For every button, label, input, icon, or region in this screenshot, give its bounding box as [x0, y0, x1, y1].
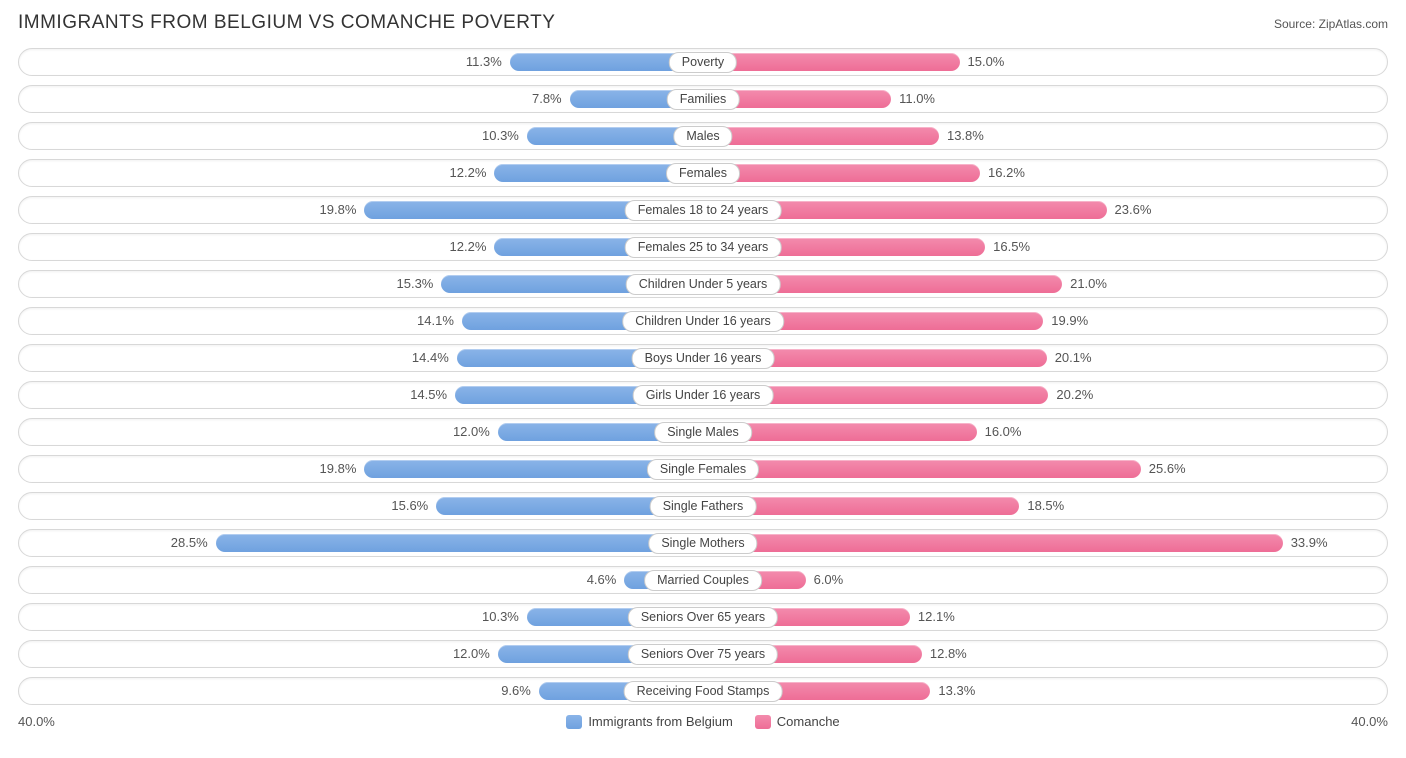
value-right: 18.5%	[1027, 493, 1064, 519]
legend-item-left: Immigrants from Belgium	[566, 714, 732, 729]
chart-header: IMMIGRANTS FROM BELGIUM VS COMANCHE POVE…	[18, 12, 1388, 34]
category-label: Families	[667, 89, 740, 110]
value-left: 15.3%	[397, 271, 434, 297]
value-right: 20.1%	[1055, 345, 1092, 371]
value-left: 10.3%	[482, 123, 519, 149]
chart-row: 12.0% 16.0% Single Males	[18, 418, 1388, 446]
chart-row: 9.6% 13.3% Receiving Food Stamps	[18, 677, 1388, 705]
chart-row: 19.8% 25.6% Single Females	[18, 455, 1388, 483]
bar-left	[216, 534, 703, 552]
category-label: Boys Under 16 years	[632, 348, 775, 369]
chart-row: 12.0% 12.8% Seniors Over 75 years	[18, 640, 1388, 668]
value-left: 14.5%	[410, 382, 447, 408]
diverging-bar-chart: 11.3%15.0%Poverty7.8%11.0%Families10.3%1…	[18, 48, 1388, 705]
chart-row: 14.4% 20.1% Boys Under 16 years	[18, 344, 1388, 372]
category-label: Single Males	[654, 422, 752, 443]
category-label: Females 25 to 34 years	[625, 237, 782, 258]
chart-title: IMMIGRANTS FROM BELGIUM VS COMANCHE POVE…	[18, 12, 555, 34]
value-right: 11.0%	[899, 86, 935, 112]
chart-footer: 40.0% Immigrants from Belgium Comanche 4…	[18, 714, 1388, 729]
bar-right	[703, 164, 980, 182]
chart-row: 10.3% 13.8% Males	[18, 122, 1388, 150]
category-label: Single Mothers	[648, 533, 757, 554]
value-left: 4.6%	[587, 567, 617, 593]
chart-row: 11.3% 15.0% Poverty	[18, 48, 1388, 76]
axis-max-right: 40.0%	[1351, 714, 1388, 729]
value-right: 13.3%	[938, 678, 975, 704]
value-right: 23.6%	[1115, 197, 1152, 223]
value-right: 6.0%	[814, 567, 844, 593]
chart-row: 12.2% 16.2% Females	[18, 159, 1388, 187]
value-left: 9.6%	[501, 678, 531, 704]
legend-swatch-icon	[566, 715, 582, 729]
category-label: Children Under 5 years	[626, 274, 781, 295]
chart-row: 4.6% 6.0% Married Couples	[18, 566, 1388, 594]
legend-swatch-icon	[755, 715, 771, 729]
category-label: Girls Under 16 years	[633, 385, 774, 406]
chart-row: 7.8% 11.0% Families	[18, 85, 1388, 113]
value-left: 15.6%	[391, 493, 428, 519]
chart-row: 14.1% 19.9% Children Under 16 years	[18, 307, 1388, 335]
value-left: 11.3%	[466, 49, 502, 75]
value-right: 12.8%	[930, 641, 967, 667]
value-left: 14.4%	[412, 345, 449, 371]
value-right: 33.9%	[1291, 530, 1328, 556]
category-label: Children Under 16 years	[622, 311, 784, 332]
value-right: 16.0%	[985, 419, 1022, 445]
legend-label-right: Comanche	[777, 714, 840, 729]
value-right: 20.2%	[1056, 382, 1093, 408]
category-label: Seniors Over 75 years	[628, 644, 778, 665]
value-left: 10.3%	[482, 604, 519, 630]
chart-row: 10.3% 12.1% Seniors Over 65 years	[18, 603, 1388, 631]
category-label: Females	[666, 163, 740, 184]
value-right: 16.5%	[993, 234, 1030, 260]
source-name: ZipAtlas.com	[1319, 17, 1388, 31]
chart-row: 14.5% 20.2% Girls Under 16 years	[18, 381, 1388, 409]
chart-row: 19.8% 23.6% Females 18 to 24 years	[18, 196, 1388, 224]
value-right: 15.0%	[968, 49, 1005, 75]
value-left: 12.2%	[450, 234, 487, 260]
value-right: 12.1%	[918, 604, 955, 630]
bar-right	[703, 534, 1283, 552]
value-left: 28.5%	[171, 530, 208, 556]
category-label: Single Fathers	[650, 496, 757, 517]
value-right: 19.9%	[1051, 308, 1088, 334]
category-label: Receiving Food Stamps	[624, 681, 783, 702]
chart-row: 28.5% 33.9% Single Mothers	[18, 529, 1388, 557]
category-label: Married Couples	[644, 570, 762, 591]
bar-right	[703, 127, 939, 145]
axis-max-left: 40.0%	[18, 714, 55, 729]
source-label: Source:	[1274, 17, 1315, 31]
chart-row: 12.2% 16.5% Females 25 to 34 years	[18, 233, 1388, 261]
bar-right	[703, 460, 1141, 478]
value-left: 19.8%	[320, 456, 357, 482]
value-right: 16.2%	[988, 160, 1025, 186]
legend-item-right: Comanche	[755, 714, 840, 729]
value-left: 19.8%	[320, 197, 357, 223]
legend-label-left: Immigrants from Belgium	[588, 714, 732, 729]
value-left: 14.1%	[417, 308, 454, 334]
chart-source: Source: ZipAtlas.com	[1274, 17, 1388, 31]
value-right: 21.0%	[1070, 271, 1107, 297]
chart-legend: Immigrants from Belgium Comanche	[566, 714, 839, 729]
chart-row: 15.6% 18.5% Single Fathers	[18, 492, 1388, 520]
value-right: 13.8%	[947, 123, 984, 149]
value-left: 7.8%	[532, 86, 562, 112]
chart-row: 15.3% 21.0% Children Under 5 years	[18, 270, 1388, 298]
value-left: 12.0%	[453, 641, 490, 667]
category-label: Poverty	[669, 52, 737, 73]
category-label: Single Females	[647, 459, 759, 480]
value-left: 12.2%	[450, 160, 487, 186]
value-right: 25.6%	[1149, 456, 1186, 482]
bar-right	[703, 53, 960, 71]
category-label: Males	[673, 126, 732, 147]
category-label: Seniors Over 65 years	[628, 607, 778, 628]
category-label: Females 18 to 24 years	[625, 200, 782, 221]
value-left: 12.0%	[453, 419, 490, 445]
